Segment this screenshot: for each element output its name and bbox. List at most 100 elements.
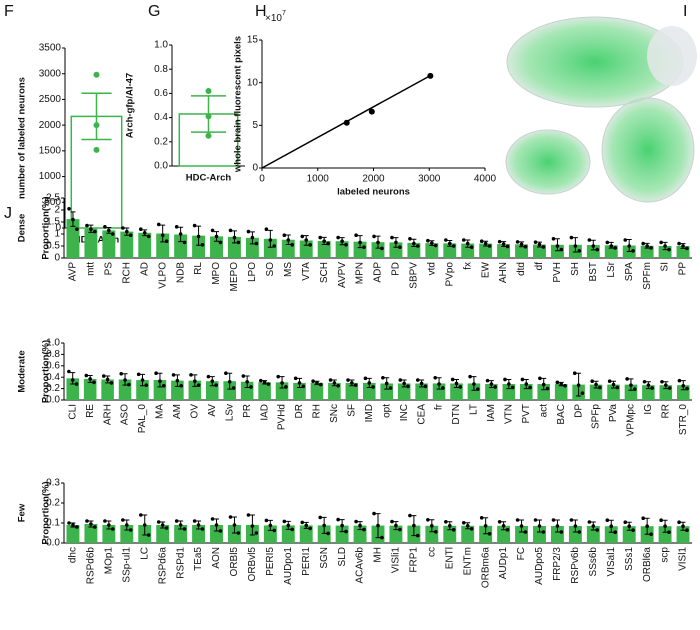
bar (425, 525, 439, 543)
x-tick-label: 4000 (474, 174, 497, 185)
data-point (363, 376, 368, 381)
x-tick-label: SLD (337, 547, 348, 566)
x-tick-label: DR (294, 404, 305, 418)
x-tick-label: SCH (319, 262, 330, 283)
data-point (214, 523, 219, 527)
bar (84, 524, 98, 543)
data-point (142, 231, 147, 235)
brain-front (505, 129, 591, 195)
data-point (290, 527, 295, 532)
data-point (154, 371, 158, 376)
data-point (71, 217, 75, 222)
data-point (376, 240, 380, 245)
x-tick-label: BST (588, 262, 599, 281)
data-point (146, 234, 151, 239)
x-tick-label: RL (193, 262, 204, 275)
data-point (328, 378, 333, 382)
x-tick-label: PVH (552, 262, 563, 283)
data-point (236, 240, 241, 245)
data-point (282, 233, 287, 237)
data-point (107, 228, 111, 233)
data-point (70, 378, 75, 382)
data-point (595, 247, 600, 252)
x-tick-label: VTA (301, 262, 312, 281)
x-tick-label: CEA (416, 404, 427, 425)
data-point (677, 520, 681, 524)
y-tick-label: 1 (54, 229, 60, 240)
data-point (350, 381, 354, 385)
data-point (681, 524, 685, 528)
data-point (206, 374, 211, 379)
x-tick-label: IAD (259, 404, 270, 421)
data-point (437, 382, 441, 386)
data-point (89, 227, 93, 231)
x-tick-label: MS (283, 262, 294, 277)
data-point (649, 246, 653, 250)
data-point (533, 240, 538, 244)
bar (66, 525, 80, 543)
x-tick-label: ENTm (462, 547, 473, 575)
data-point (103, 225, 107, 229)
data-point (390, 519, 394, 524)
y-tick-label: 1.0 (46, 338, 60, 349)
data-point (515, 518, 520, 522)
data-point (607, 379, 612, 383)
data-point (158, 379, 162, 383)
data-point (362, 245, 366, 249)
x-tick-label: VISl1 (678, 547, 689, 571)
x-tick-label: SSs6b (588, 547, 599, 577)
data-point (444, 238, 448, 242)
cerebellum (647, 26, 697, 86)
x-tick-label: AHN (498, 262, 509, 283)
y-axis-label: Arch-gfp/AI-47 (125, 73, 136, 138)
x-tick-label: PVT (521, 404, 532, 423)
data-point (642, 379, 647, 384)
x-tick-label: LC (139, 547, 150, 560)
brain-images (505, 16, 697, 203)
x-tick-label: SSp-ul1 (121, 547, 132, 583)
data-point (423, 384, 428, 389)
data-point (507, 382, 511, 386)
x-tick-label: SH (570, 262, 581, 276)
data-point (178, 523, 183, 527)
data-point (85, 519, 89, 523)
data-point (85, 223, 89, 228)
data-point (179, 383, 184, 388)
data-point (268, 523, 273, 528)
data-point (121, 518, 125, 522)
data-point (268, 238, 273, 242)
data-point (358, 240, 362, 245)
data-point (322, 523, 326, 528)
data-point (663, 244, 667, 248)
data-point (343, 119, 350, 126)
x-tick-label: PR (242, 404, 253, 418)
data-point (559, 382, 563, 386)
data-point (685, 528, 689, 532)
x-tick-label: DTN (451, 404, 462, 425)
data-point (677, 241, 681, 246)
data-point (497, 239, 502, 244)
data-point (659, 240, 663, 245)
data-point (503, 377, 507, 382)
x-tick-label: SF (346, 404, 357, 417)
x-tick-label: SPA (624, 262, 635, 282)
data-point (367, 381, 372, 385)
x-tick-label: OV (189, 404, 200, 419)
data-point (344, 529, 348, 534)
data-point (332, 381, 337, 385)
data-point (505, 528, 510, 532)
data-point (236, 531, 241, 535)
data-point (218, 240, 223, 245)
x-tick-label: df (534, 262, 545, 271)
data-point (227, 379, 232, 384)
data-point (174, 225, 179, 229)
x-tick-label: ORBvl5 (247, 547, 258, 582)
multiplier-exponent: 7 (282, 10, 286, 17)
data-point (659, 518, 663, 522)
data-point (210, 517, 215, 521)
data-point (458, 385, 463, 389)
data-point (537, 242, 542, 247)
data-point (144, 383, 149, 387)
x-tick-label: ENTl (444, 547, 455, 569)
bar (317, 525, 331, 543)
